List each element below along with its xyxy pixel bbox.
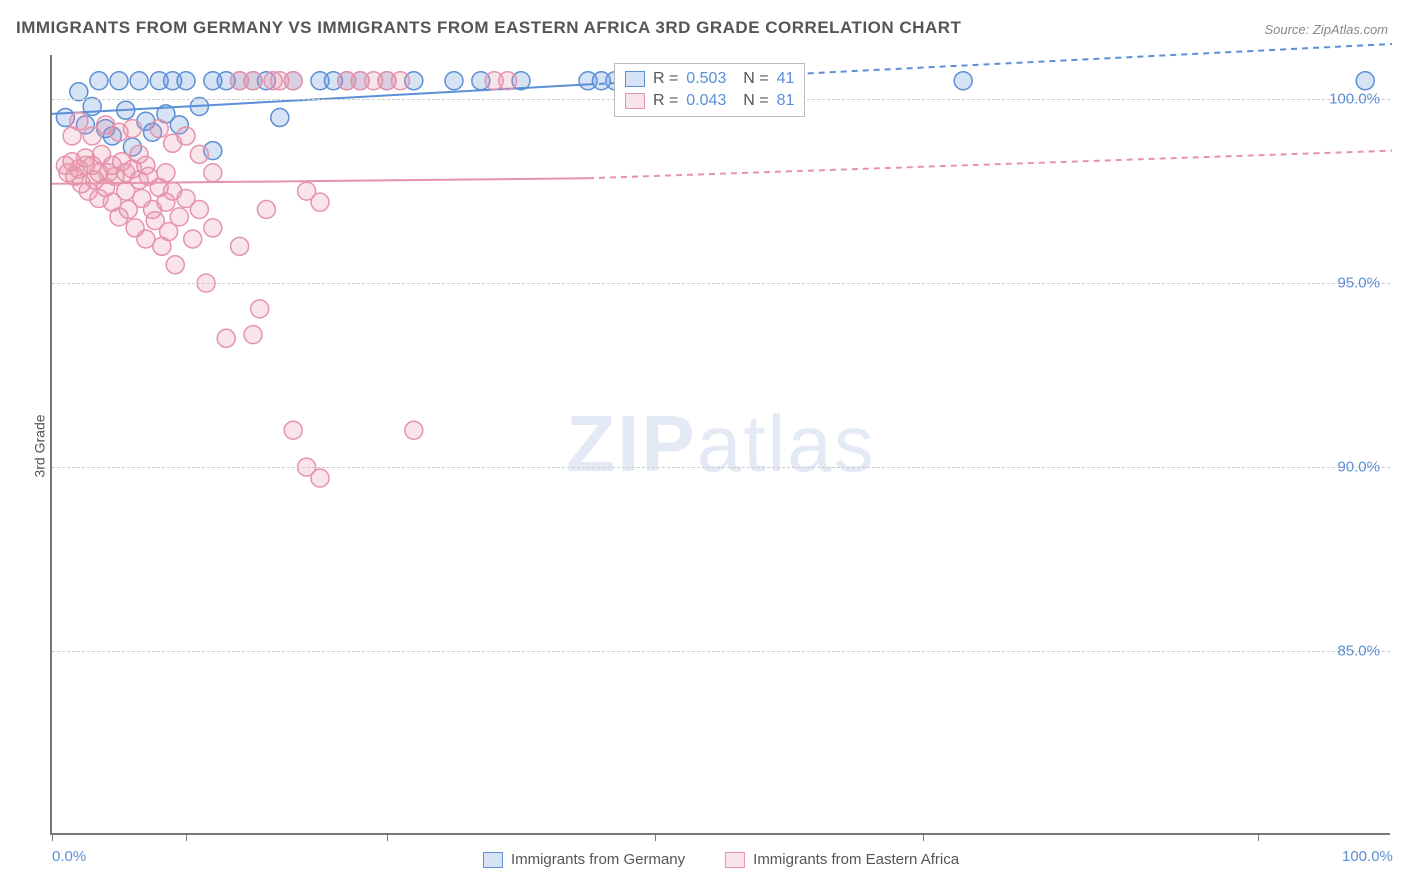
data-point (184, 230, 202, 248)
correlation-legend: R = 0.503 N = 41R = 0.043 N = 81 (614, 63, 805, 117)
data-point (130, 145, 148, 163)
legend-item: Immigrants from Germany (483, 851, 685, 868)
data-point (166, 256, 184, 274)
legend-r-value: 0.043 (686, 92, 726, 110)
legend-n-value: 41 (777, 70, 795, 88)
data-point (954, 72, 972, 90)
legend-swatch (483, 852, 503, 868)
xtick (186, 833, 187, 841)
legend-row: R = 0.503 N = 41 (625, 68, 794, 90)
data-point (284, 421, 302, 439)
legend-row: R = 0.043 N = 81 (625, 90, 794, 112)
data-point (1356, 72, 1374, 90)
data-point (110, 72, 128, 90)
xtick (923, 833, 924, 841)
legend-item: Immigrants from Eastern Africa (725, 851, 959, 868)
ytick-label: 95.0% (1337, 275, 1380, 292)
gridline (52, 283, 1390, 284)
data-point (90, 72, 108, 90)
data-point (130, 72, 148, 90)
data-point (499, 72, 517, 90)
plot-area: ZIPatlas 85.0%90.0%95.0%100.0% 0.0%100.0… (50, 55, 1390, 835)
data-point (170, 208, 188, 226)
xtick-label: 0.0% (52, 848, 86, 865)
data-point (190, 145, 208, 163)
legend-label: Immigrants from Eastern Africa (753, 851, 959, 868)
legend-n-label: N = (734, 92, 768, 110)
data-point (157, 164, 175, 182)
xtick (387, 833, 388, 841)
data-point (150, 120, 168, 138)
data-point (405, 421, 423, 439)
data-point (70, 83, 88, 101)
data-point (311, 469, 329, 487)
regression-line-extrapolated (588, 151, 1392, 179)
data-point (177, 72, 195, 90)
data-point (110, 123, 128, 141)
legend-r-value: 0.503 (686, 70, 726, 88)
data-point (177, 127, 195, 145)
data-point (244, 72, 262, 90)
gridline (52, 467, 1390, 468)
data-point (311, 193, 329, 211)
xtick-label: 100.0% (1342, 848, 1393, 865)
legend-swatch (725, 852, 745, 868)
legend-r-label: R = (653, 70, 678, 88)
data-point (391, 72, 409, 90)
data-point (231, 237, 249, 255)
legend-n-value: 81 (777, 92, 795, 110)
data-point (271, 109, 289, 127)
chart-title: IMMIGRANTS FROM GERMANY VS IMMIGRANTS FR… (16, 18, 961, 38)
legend-n-label: N = (734, 70, 768, 88)
series-legend: Immigrants from Germany Immigrants from E… (483, 851, 959, 868)
data-point (251, 300, 269, 318)
data-point (445, 72, 463, 90)
source-attribution: Source: ZipAtlas.com (1264, 22, 1388, 37)
data-point (137, 230, 155, 248)
data-point (204, 219, 222, 237)
ytick-label: 85.0% (1337, 643, 1380, 660)
legend-swatch (625, 93, 645, 109)
data-point (63, 127, 81, 145)
xtick (1258, 833, 1259, 841)
y-axis-label: 3rd Grade (32, 414, 48, 477)
gridline (52, 651, 1390, 652)
scatter-svg (52, 55, 1390, 833)
legend-swatch (625, 71, 645, 87)
data-point (264, 72, 282, 90)
data-point (257, 201, 275, 219)
xtick (655, 833, 656, 841)
data-point (204, 164, 222, 182)
data-point (284, 72, 302, 90)
data-point (244, 326, 262, 344)
ytick-label: 100.0% (1329, 91, 1380, 108)
data-point (190, 201, 208, 219)
xtick (52, 833, 53, 841)
legend-r-label: R = (653, 92, 678, 110)
legend-label: Immigrants from Germany (511, 851, 685, 868)
ytick-label: 90.0% (1337, 459, 1380, 476)
data-point (77, 156, 95, 174)
data-point (217, 329, 235, 347)
